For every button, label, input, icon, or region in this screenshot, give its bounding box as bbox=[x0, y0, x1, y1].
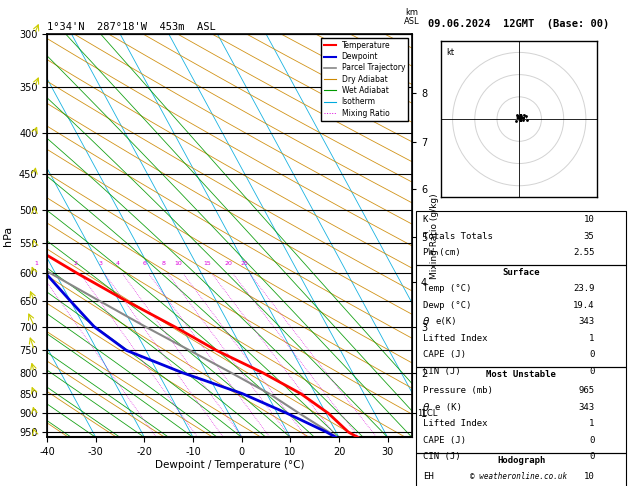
Text: 965: 965 bbox=[578, 386, 594, 396]
Text: 2.55: 2.55 bbox=[573, 248, 594, 258]
Text: Pressure (mb): Pressure (mb) bbox=[423, 386, 493, 396]
Text: Lifted Index: Lifted Index bbox=[423, 419, 487, 429]
Text: 6: 6 bbox=[142, 261, 146, 266]
Text: θ: θ bbox=[423, 317, 429, 328]
Text: CAPE (J): CAPE (J) bbox=[423, 350, 465, 360]
Text: 4: 4 bbox=[116, 261, 120, 266]
Text: km
ASL: km ASL bbox=[404, 8, 420, 26]
Text: K: K bbox=[423, 215, 428, 225]
Text: Dewp (°C): Dewp (°C) bbox=[423, 301, 471, 310]
Text: 35: 35 bbox=[584, 232, 594, 241]
Text: 0: 0 bbox=[589, 436, 594, 445]
Text: 10: 10 bbox=[584, 215, 594, 225]
Y-axis label: Mixing Ratio (g/kg): Mixing Ratio (g/kg) bbox=[430, 193, 439, 278]
Text: 2: 2 bbox=[74, 261, 78, 266]
Text: 0: 0 bbox=[589, 452, 594, 462]
Text: 3: 3 bbox=[98, 261, 102, 266]
Y-axis label: hPa: hPa bbox=[3, 226, 13, 246]
Text: 09.06.2024  12GMT  (Base: 00): 09.06.2024 12GMT (Base: 00) bbox=[428, 19, 610, 30]
Text: EH: EH bbox=[423, 472, 433, 482]
Text: e(K): e(K) bbox=[435, 317, 457, 327]
Text: 19.4: 19.4 bbox=[573, 301, 594, 310]
Text: 343: 343 bbox=[578, 403, 594, 412]
Text: 8: 8 bbox=[162, 261, 165, 266]
Text: Surface: Surface bbox=[503, 268, 540, 277]
Text: 10: 10 bbox=[584, 472, 594, 482]
Text: θ: θ bbox=[423, 403, 429, 413]
Text: 343: 343 bbox=[578, 317, 594, 327]
Text: CAPE (J): CAPE (J) bbox=[423, 436, 465, 445]
X-axis label: Dewpoint / Temperature (°C): Dewpoint / Temperature (°C) bbox=[155, 460, 304, 470]
Text: 1LCL: 1LCL bbox=[418, 409, 438, 418]
Text: Hodograph: Hodograph bbox=[497, 456, 545, 465]
Text: 0: 0 bbox=[589, 350, 594, 360]
Text: 20: 20 bbox=[225, 261, 232, 266]
Text: CIN (J): CIN (J) bbox=[423, 367, 460, 376]
Text: 1: 1 bbox=[35, 261, 38, 266]
Text: 1: 1 bbox=[589, 419, 594, 429]
Text: Totals Totals: Totals Totals bbox=[423, 232, 493, 241]
Text: Most Unstable: Most Unstable bbox=[486, 370, 556, 379]
Text: 25: 25 bbox=[241, 261, 249, 266]
Text: © weatheronline.co.uk: © weatheronline.co.uk bbox=[470, 472, 567, 481]
Text: 23.9: 23.9 bbox=[573, 284, 594, 294]
Text: 1°34'N  287°18'W  453m  ASL: 1°34'N 287°18'W 453m ASL bbox=[47, 22, 216, 32]
Text: e (K): e (K) bbox=[435, 403, 462, 412]
Text: kt: kt bbox=[446, 48, 454, 57]
Text: 0: 0 bbox=[589, 367, 594, 376]
Text: PW (cm): PW (cm) bbox=[423, 248, 460, 258]
Text: 1: 1 bbox=[589, 334, 594, 343]
Text: Lifted Index: Lifted Index bbox=[423, 334, 487, 343]
Legend: Temperature, Dewpoint, Parcel Trajectory, Dry Adiabat, Wet Adiabat, Isotherm, Mi: Temperature, Dewpoint, Parcel Trajectory… bbox=[321, 38, 408, 121]
Text: Temp (°C): Temp (°C) bbox=[423, 284, 471, 294]
Text: 15: 15 bbox=[203, 261, 211, 266]
Text: 10: 10 bbox=[175, 261, 182, 266]
Text: CIN (J): CIN (J) bbox=[423, 452, 460, 462]
